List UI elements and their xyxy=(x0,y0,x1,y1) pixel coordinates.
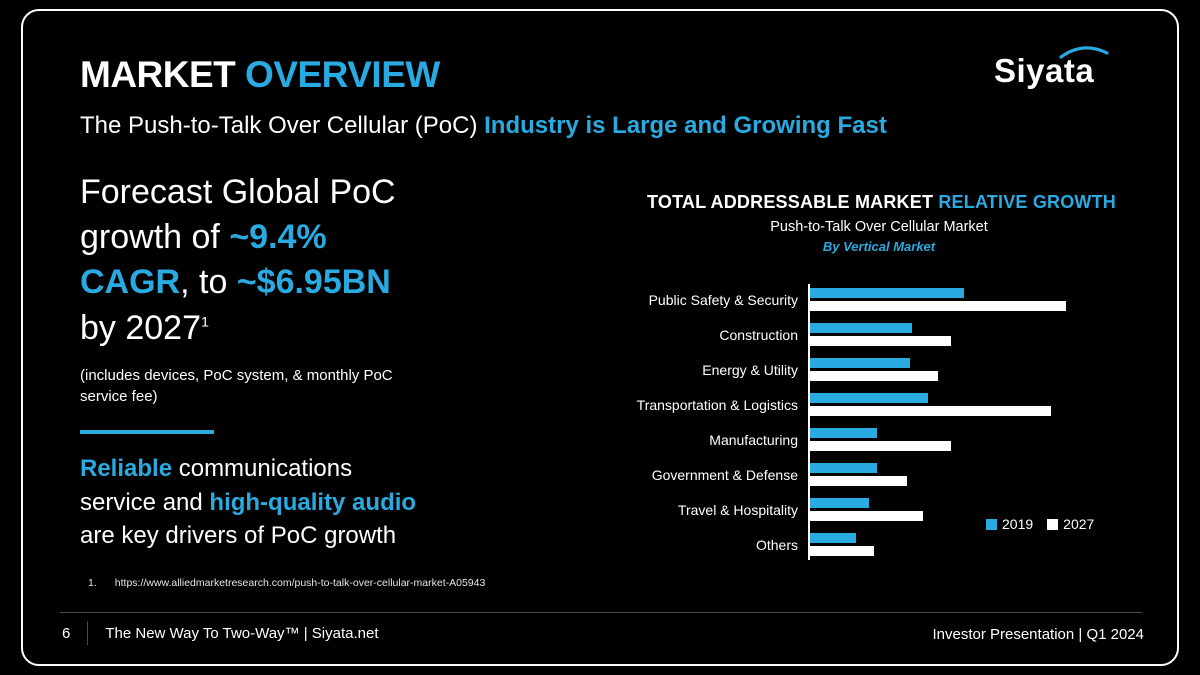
siyata-logo: Siyata xyxy=(994,46,1109,90)
chart-row: Others xyxy=(602,527,1066,562)
text-segment: service and xyxy=(80,488,210,516)
text-segment: communications xyxy=(172,455,353,482)
chart-bar-group xyxy=(808,498,1066,521)
chart-subtitle: Push-to-Talk Over Cellular Market xyxy=(770,219,988,235)
chart-category-label: Travel & Hospitality xyxy=(677,501,798,518)
chart-bar-group xyxy=(808,533,1066,556)
bar-2019 xyxy=(810,358,910,368)
footnote-url: https://www.alliedmarketresearch.com/pus… xyxy=(114,577,486,589)
bar-2027 xyxy=(810,511,923,521)
chart-category-label: Energy & Utility xyxy=(702,361,798,378)
footer-left: 6 The New Way To Two-Way™ | Siyata.net xyxy=(62,621,379,645)
text-segment: growth of xyxy=(80,218,230,257)
legend-swatch xyxy=(986,518,997,530)
chart-row: Energy & Utility xyxy=(602,352,1066,387)
chart-rows: Public Safety & Security Construction Ener… xyxy=(602,282,1066,562)
bar-2019 xyxy=(810,428,877,438)
source-footnote: 1. https://www.alliedmarketresearch.com/p… xyxy=(88,577,485,589)
chart-bar-group xyxy=(808,358,1066,381)
chart-row: Public Safety & Security xyxy=(602,282,1066,317)
text-segment: Forecast Global PoC xyxy=(80,173,396,211)
page-title: MARKET OVERVIEW xyxy=(80,54,440,96)
chart-row: Government & Defense xyxy=(602,457,1066,492)
chart-bar-group xyxy=(808,463,1066,486)
text-segment: high-quality audio xyxy=(209,488,417,516)
chart-bar-group xyxy=(808,428,1066,451)
text-segment: , to xyxy=(180,263,237,302)
chart-category-label: Transportation & Logistics xyxy=(636,396,798,413)
chart-title: TOTAL ADDRESSABLE MARKET RELATIVE GROWTH xyxy=(647,192,1116,213)
footer-separator xyxy=(87,621,89,645)
chart-category-label: Construction xyxy=(719,326,798,343)
bar-2027 xyxy=(810,406,1051,416)
footer-right-text: Investor Presentation | Q1 2024 xyxy=(932,626,1144,643)
chart-bar-group xyxy=(808,288,1066,311)
legend-label: 2019 xyxy=(1002,516,1034,532)
footer-tagline: The New Way To Two-Way™ | Siyata.net xyxy=(105,624,379,642)
legend-item-2027: 2027 xyxy=(1047,516,1094,532)
chart-row: Construction xyxy=(602,317,1066,352)
forecast-headline: Forecast Global PoC growth of ~9.4% CAGR, … xyxy=(80,170,480,351)
text-segment: Industry is Large and Growing Fast xyxy=(484,112,887,139)
chart-category-label: Others xyxy=(755,536,798,553)
bar-2027 xyxy=(810,336,951,346)
bar-2027 xyxy=(810,546,874,556)
text-segment: 1 xyxy=(201,314,209,331)
text-segment: TOTAL ADDRESSABLE MARKET xyxy=(647,192,939,212)
text-segment: Reliable xyxy=(80,455,173,482)
logo-swoosh-icon xyxy=(1059,46,1109,59)
text-segment: by 2027 xyxy=(80,308,201,347)
bar-2019 xyxy=(810,288,964,298)
bar-2019 xyxy=(810,393,928,403)
tam-chart: TOTAL ADDRESSABLE MARKET RELATIVE GROWTH… xyxy=(602,192,1116,560)
bar-2019 xyxy=(810,463,877,473)
text-segment: ~9.4% xyxy=(229,218,327,257)
logo-text: Siyata xyxy=(994,52,1095,89)
chart-category-label: Manufacturing xyxy=(709,431,798,448)
bar-2027 xyxy=(810,301,1066,311)
text-segment: The Push-to-Talk Over Cellular (PoC) xyxy=(80,112,485,139)
text-segment: CAGR xyxy=(80,263,181,302)
chart-header: TOTAL ADDRESSABLE MARKET RELATIVE GROWTH… xyxy=(647,192,1116,254)
accent-divider xyxy=(80,430,214,434)
footnote-number: 1. xyxy=(88,577,97,589)
text-segment: OVERVIEW xyxy=(245,54,440,95)
bar-2027 xyxy=(810,441,951,451)
chart-legend: 2019 2027 xyxy=(986,516,1094,532)
chart-bar-group xyxy=(808,323,1066,346)
chart-row: Travel & Hospitality xyxy=(602,492,1066,527)
text-segment: MARKET xyxy=(80,54,246,95)
legend-label: 2027 xyxy=(1063,516,1095,532)
chart-bar-group xyxy=(808,393,1066,416)
growth-drivers-text: Reliable communications service and high-… xyxy=(80,452,500,553)
forecast-note: (includes devices, PoC system, & monthly… xyxy=(80,367,393,406)
bar-2027 xyxy=(810,476,908,486)
page-number: 6 xyxy=(62,624,71,642)
bar-2019 xyxy=(810,533,857,543)
bar-2019 xyxy=(810,323,913,333)
text-segment: are key drivers of PoC growth xyxy=(80,522,397,550)
chart-category-label: Public Safety & Security xyxy=(648,291,798,308)
bar-2019 xyxy=(810,498,869,508)
slide-subtitle: The Push-to-Talk Over Cellular (PoC) Ind… xyxy=(80,112,887,140)
chart-tagline: By Vertical Market xyxy=(822,239,936,254)
text-segment: RELATIVE GROWTH xyxy=(938,192,1116,212)
chart-row: Manufacturing xyxy=(602,422,1066,457)
chart-category-label: Government & Defense xyxy=(651,466,798,483)
text-segment: ~$6.95BN xyxy=(236,263,391,302)
bar-2027 xyxy=(810,371,938,381)
legend-item-2019: 2019 xyxy=(986,516,1033,532)
legend-swatch xyxy=(1047,518,1059,530)
chart-row: Transportation & Logistics xyxy=(602,387,1066,422)
footer-divider xyxy=(60,612,1142,613)
